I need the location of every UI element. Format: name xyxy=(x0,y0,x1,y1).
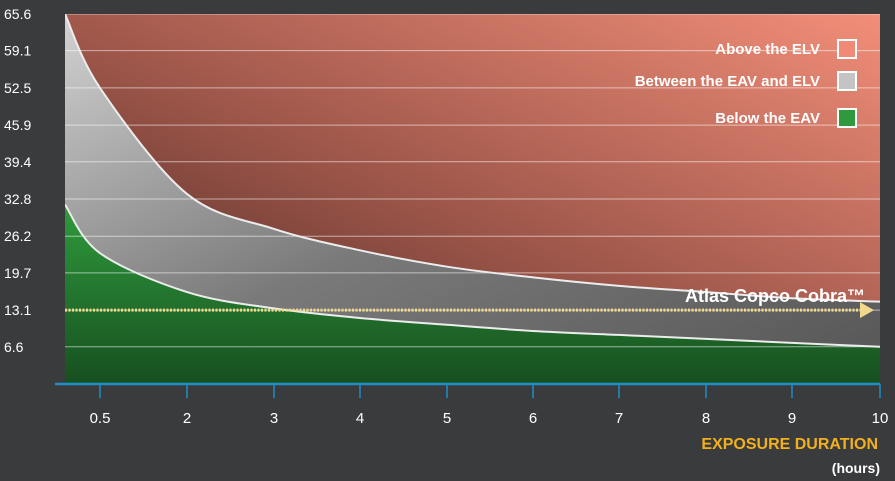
x-tick-label: 3 xyxy=(270,410,278,427)
y-axis-ticks: 65.6 59.1 52.5 45.9 39.4 32.8 26.2 19.7 13.1 6.6 xyxy=(4,6,31,355)
between-eav-elv-area xyxy=(65,14,880,384)
y-tick-label: 19.7 xyxy=(4,265,31,281)
x-tick-label: 2 xyxy=(183,410,191,427)
legend-label: Between the EAV and ELV xyxy=(635,73,820,90)
legend-label: Below the EAV xyxy=(715,110,820,127)
x-axis-ticks: 0.5 2 3 4 5 6 7 8 9 10 xyxy=(90,384,889,427)
reference-line-label: Atlas Copco Cobra™ xyxy=(685,286,865,306)
x-axis-title: EXPOSURE DURATION xyxy=(701,436,878,453)
reference-line-group: Atlas Copco Cobra™ xyxy=(65,286,874,319)
legend: Above the ELV Between the EAV and ELV Belo… xyxy=(635,39,857,128)
x-tick-label: 10 xyxy=(872,410,889,427)
y-tick-label: 45.9 xyxy=(4,117,31,133)
x-tick-label: 8 xyxy=(702,410,710,427)
legend-label: Above the ELV xyxy=(715,41,820,58)
y-tick-label: 26.2 xyxy=(4,228,31,244)
x-tick-label: 7 xyxy=(615,410,623,427)
y-tick-label: 39.4 xyxy=(4,154,31,170)
legend-swatch xyxy=(837,108,857,128)
reference-arrow-icon xyxy=(860,302,874,319)
x-tick-label: 9 xyxy=(788,410,796,427)
below-eav-area xyxy=(65,204,880,384)
x-tick-label: 5 xyxy=(443,410,451,427)
eav-curve xyxy=(65,204,880,348)
x-axis-unit: (hours) xyxy=(832,460,880,476)
x-tick-label: 4 xyxy=(356,410,364,427)
y-tick-label: 59.1 xyxy=(4,43,31,59)
legend-swatch xyxy=(837,71,857,91)
y-tick-label: 6.6 xyxy=(4,339,24,355)
y-tick-label: 52.5 xyxy=(4,80,31,96)
x-tick-label: 6 xyxy=(529,410,537,427)
x-tick-label: 0.5 xyxy=(90,410,111,427)
y-tick-label: 32.8 xyxy=(4,191,31,207)
y-tick-label: 65.6 xyxy=(4,6,31,22)
grid-lines xyxy=(65,14,880,348)
y-tick-label: 13.1 xyxy=(4,302,31,318)
legend-swatch xyxy=(837,39,857,59)
elv-curve xyxy=(65,14,880,303)
